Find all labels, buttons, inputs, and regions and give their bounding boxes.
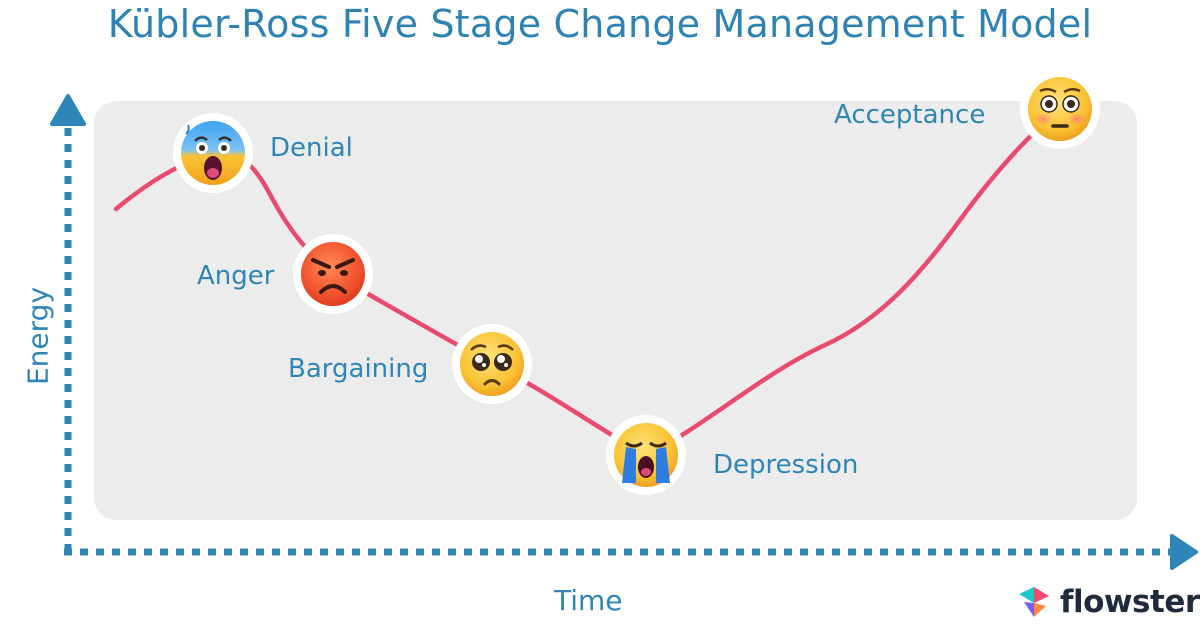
angry-face-icon	[293, 234, 373, 314]
y-axis	[50, 94, 86, 552]
y-axis-arrow-icon	[50, 94, 86, 126]
stage-label-acceptance: Acceptance	[834, 100, 986, 130]
fearful-screaming-face-icon	[173, 113, 253, 193]
stage-label-bargaining: Bargaining	[288, 354, 429, 384]
stage-label-depression: Depression	[713, 450, 859, 480]
flowster-logo-icon	[1019, 587, 1049, 617]
stage-label-denial: Denial	[270, 133, 353, 163]
x-axis-label: Time	[554, 584, 623, 617]
pleading-face-icon	[452, 324, 532, 404]
x-axis	[64, 534, 1198, 570]
stage-label-anger: Anger	[197, 261, 275, 291]
brand-logo: flowster	[1016, 584, 1200, 620]
page-title: Kübler-Ross Five Stage Change Management…	[107, 2, 1093, 46]
brand-name: flowster	[1060, 584, 1200, 620]
y-axis-label: Energy	[21, 286, 55, 386]
loudly-crying-face-icon	[606, 415, 686, 495]
flushed-face-icon	[1020, 69, 1100, 149]
x-axis-arrow-icon	[1170, 534, 1198, 570]
